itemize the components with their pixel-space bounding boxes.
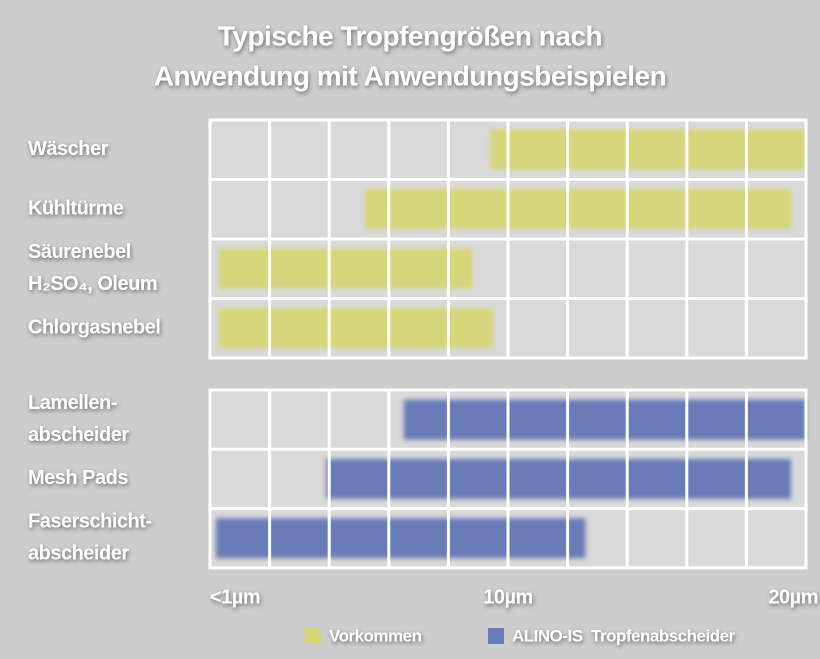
legend-label: ALINO-IS Tropfenabscheider bbox=[512, 626, 736, 645]
range-bar bbox=[490, 129, 806, 170]
category-label: Mesh Pads bbox=[28, 467, 128, 489]
x-tick-label: <1µm bbox=[210, 586, 260, 608]
chart-title: Anwendung mit Anwendungsbeispielen bbox=[154, 60, 666, 91]
chart-title: Typische Tropfengrößen nach bbox=[218, 20, 602, 51]
panel-border bbox=[208, 388, 808, 570]
category-label: Chlorgasnebel bbox=[28, 317, 160, 339]
legend-swatch bbox=[488, 628, 504, 644]
panel-border bbox=[208, 118, 808, 360]
legend-swatch bbox=[305, 628, 321, 644]
range-bar bbox=[218, 308, 494, 349]
x-tick-label: 10µm bbox=[483, 586, 533, 608]
range-bar bbox=[364, 189, 792, 230]
category-label: Wäscher bbox=[28, 138, 109, 160]
category-label: Lamellen- bbox=[28, 392, 117, 414]
range-bar bbox=[403, 399, 806, 440]
category-label: H₂SO₄, Oleum bbox=[28, 273, 157, 295]
category-label: abscheider bbox=[28, 424, 129, 446]
category-label: Kühltürme bbox=[28, 198, 124, 220]
category-label: abscheider bbox=[28, 543, 129, 565]
range-bar bbox=[326, 458, 792, 499]
category-label: Faserschicht- bbox=[28, 511, 152, 533]
range-bar bbox=[218, 248, 473, 289]
category-label: Säurenebel bbox=[28, 241, 131, 263]
range-bar bbox=[215, 518, 586, 559]
x-tick-label: 20µm bbox=[768, 586, 818, 608]
legend-label: Vorkommen bbox=[329, 626, 422, 645]
